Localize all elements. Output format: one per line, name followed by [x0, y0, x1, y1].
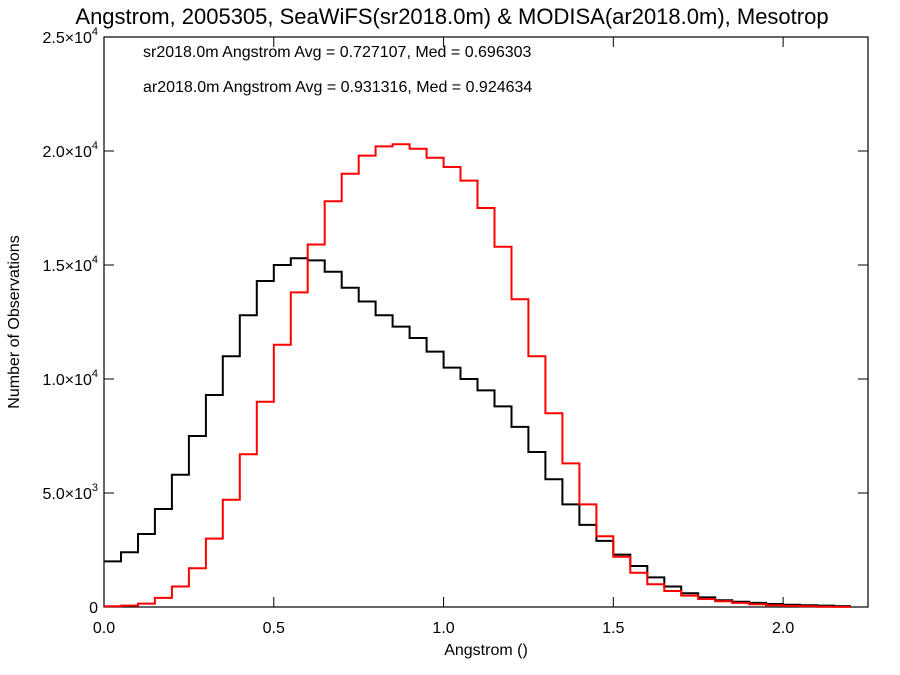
y-tick-label: 5.0×103: [42, 482, 98, 503]
x-tick-label: 0.0: [93, 620, 115, 637]
y-tick-label: 1.0×104: [42, 368, 98, 389]
x-tick-label: 1.0: [432, 620, 454, 637]
y-axis: 0 5.0×103 1.0×104 1.5×104 2.0×104 2.5×104: [42, 26, 868, 617]
chart-title: Angstrom, 2005305, SeaWiFS(sr2018.0m) & …: [75, 4, 828, 29]
x-tick-label: 2.0: [772, 620, 794, 637]
plot-frame: [103, 36, 869, 608]
x-axis: 0.0 0.5 1.0 1.5 2.0: [93, 37, 794, 637]
series-line-0: [104, 257, 851, 608]
annotation-black-stats: sr2018.0m Angstrom Avg = 0.727107, Med =…: [143, 44, 532, 61]
y-tick-label: 0: [89, 600, 98, 617]
y-tick-label: 1.5×104: [42, 254, 98, 275]
series-layer: [104, 143, 851, 608]
series-line-1: [104, 143, 851, 608]
y-tick-label: 2.0×104: [42, 140, 98, 161]
y-tick-label: 2.5×104: [42, 26, 98, 47]
annotation-red-stats: ar2018.0m Angstrom Avg = 0.931316, Med =…: [143, 79, 532, 96]
x-axis-label: Angstrom (): [444, 642, 528, 659]
y-axis-label: Number of Observations: [6, 235, 23, 408]
x-tick-label: 0.5: [263, 620, 285, 637]
x-tick-label: 1.5: [602, 620, 624, 637]
